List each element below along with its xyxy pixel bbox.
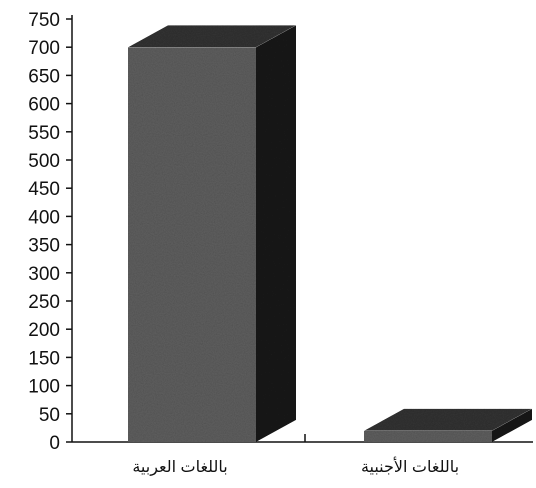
x-axis-labels: باللغات العربية باللغات الأجنبية bbox=[132, 456, 459, 477]
y-tick-label: 450 bbox=[28, 179, 60, 200]
y-tick-label: 150 bbox=[28, 348, 60, 369]
y-tick-label: 100 bbox=[28, 377, 60, 398]
y-tick-label: 0 bbox=[49, 433, 60, 454]
y-tick-label: 750 bbox=[28, 10, 60, 31]
bar-front-face bbox=[128, 47, 256, 442]
x-category-label: باللغات العربية bbox=[132, 459, 227, 477]
bar bbox=[364, 408, 532, 442]
y-tick-label: 200 bbox=[28, 320, 60, 341]
y-tick-label: 500 bbox=[28, 151, 60, 172]
y-tick-label: 300 bbox=[28, 264, 60, 285]
y-tick-label: 650 bbox=[28, 66, 60, 87]
y-tick-label: 400 bbox=[28, 207, 60, 228]
y-tick-label: 700 bbox=[28, 38, 60, 59]
y-tick-label: 250 bbox=[28, 292, 60, 313]
x-category-label: باللغات الأجنبية bbox=[361, 456, 459, 476]
bar-side-face bbox=[256, 25, 296, 442]
y-axis-ticks: 0 50 100 150 200 250 300 350 400 450 500 550 600 650 7… bbox=[28, 10, 72, 454]
y-tick-label: 550 bbox=[28, 123, 60, 144]
y-tick-label: 50 bbox=[39, 405, 60, 426]
bar-top-face bbox=[364, 408, 532, 431]
bar-side-face bbox=[492, 408, 532, 442]
y-tick-label: 600 bbox=[28, 95, 60, 116]
bar bbox=[128, 25, 296, 442]
bar-front-face bbox=[364, 430, 492, 442]
bar-top-face bbox=[128, 25, 296, 48]
y-tick-label: 350 bbox=[28, 236, 60, 257]
bars-group bbox=[128, 25, 532, 442]
